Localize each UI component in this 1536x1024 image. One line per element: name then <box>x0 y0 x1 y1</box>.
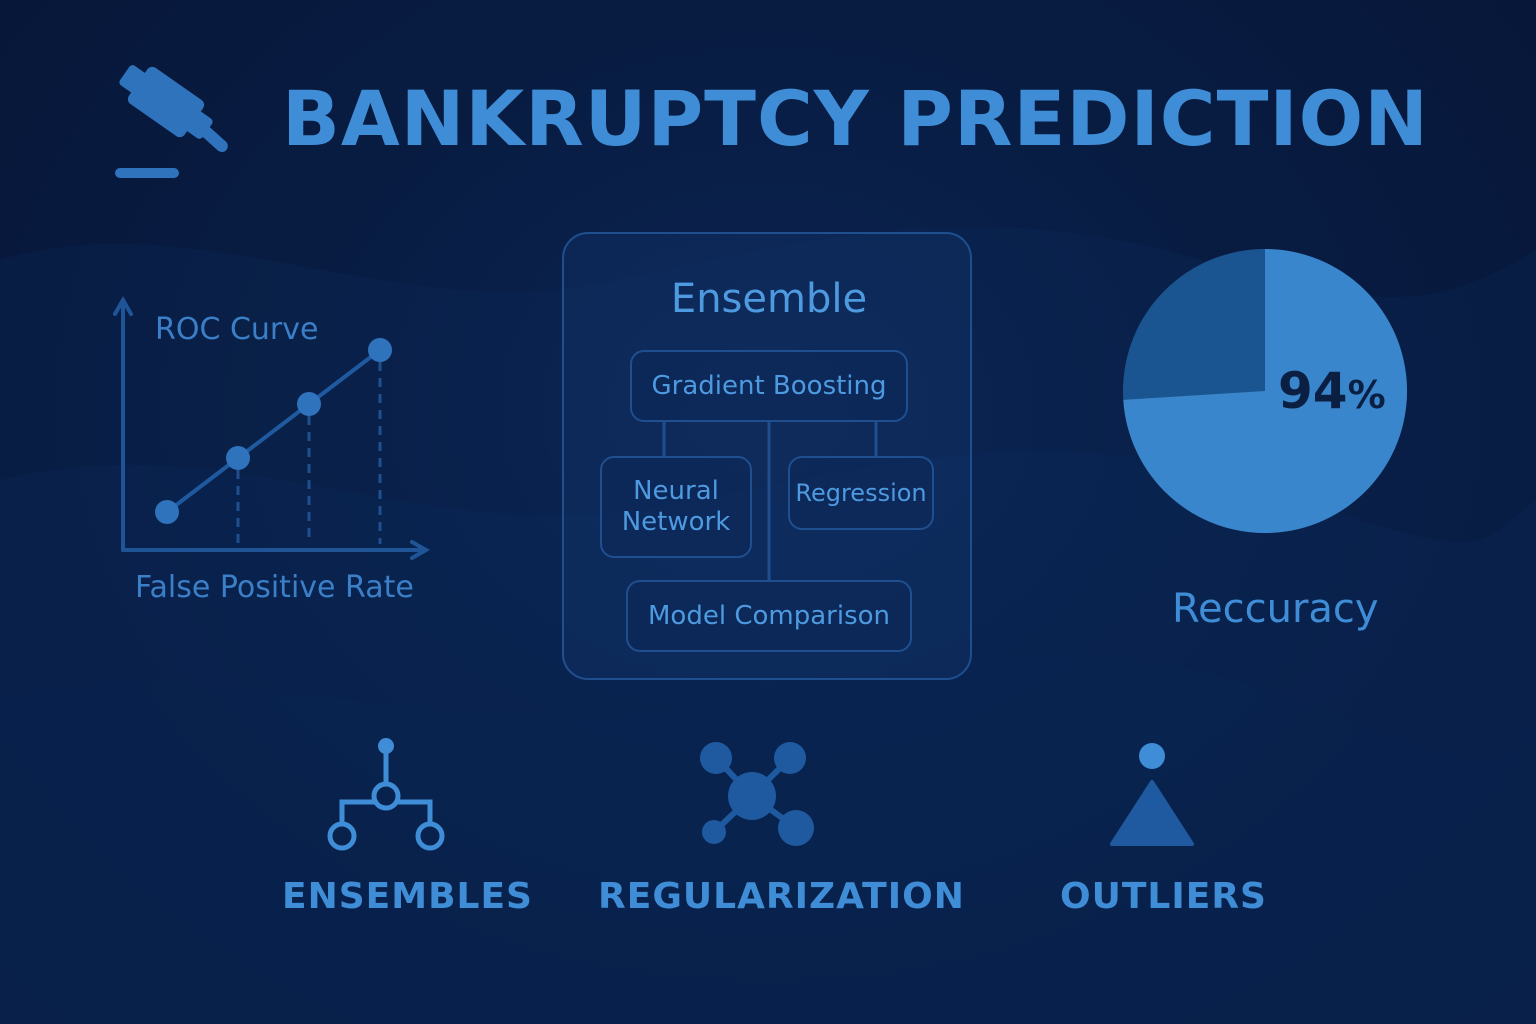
roc-x-axis-label: False Positive Rate <box>135 570 414 605</box>
ensemble-panel: Ensemble Gradient Boosting Neural Networ… <box>562 232 972 680</box>
pie-slice-accuracy <box>1123 249 1407 533</box>
accuracy-label: Reccuracy <box>1172 586 1379 632</box>
accuracy-number: 94 <box>1278 362 1348 420</box>
feature-label-outliers: OUTLIERS <box>1060 876 1267 917</box>
y-axis-arrow <box>113 295 133 316</box>
node-regression-label: Regression <box>795 479 927 507</box>
node-regression[interactable]: Regression <box>788 456 934 530</box>
gavel-icon <box>115 65 228 178</box>
accuracy-pie <box>1123 249 1407 533</box>
roc-chart <box>113 295 431 560</box>
node-neural-network[interactable]: Neural Network <box>600 456 752 558</box>
outlier-triangle-icon <box>1110 743 1194 846</box>
roc-point-4 <box>368 338 392 362</box>
roc-drop-lines <box>236 362 382 544</box>
roc-chart-title: ROC Curve <box>155 312 319 347</box>
ensemble-connectors <box>662 422 878 580</box>
page-title: BANKRUPTCY PREDICTION <box>282 74 1429 163</box>
node-neural-network-line1: Neural <box>633 476 719 506</box>
roc-series-line <box>165 348 382 514</box>
roc-point-3 <box>297 392 321 416</box>
roc-point-1 <box>155 500 179 524</box>
accuracy-unit: % <box>1347 373 1386 417</box>
feature-label-ensembles: ENSEMBLES <box>282 876 533 917</box>
node-gradient-boosting-label: Gradient Boosting <box>651 371 887 401</box>
node-model-comparison-label: Model Comparison <box>648 601 890 631</box>
x-axis-arrow <box>410 540 431 560</box>
molecule-network-icon <box>700 742 814 846</box>
roc-axes <box>113 295 431 560</box>
tree-network-icon <box>327 738 445 851</box>
accuracy-value: 94% <box>1278 362 1386 420</box>
node-neural-network-line2: Network <box>621 507 731 537</box>
roc-points <box>155 338 392 524</box>
roc-point-2 <box>226 446 250 470</box>
node-model-comparison[interactable]: Model Comparison <box>626 580 912 652</box>
feature-label-regularization: REGULARIZATION <box>598 876 965 917</box>
node-gradient-boosting[interactable]: Gradient Boosting <box>630 350 908 422</box>
ensemble-title: Ensemble <box>670 276 868 322</box>
